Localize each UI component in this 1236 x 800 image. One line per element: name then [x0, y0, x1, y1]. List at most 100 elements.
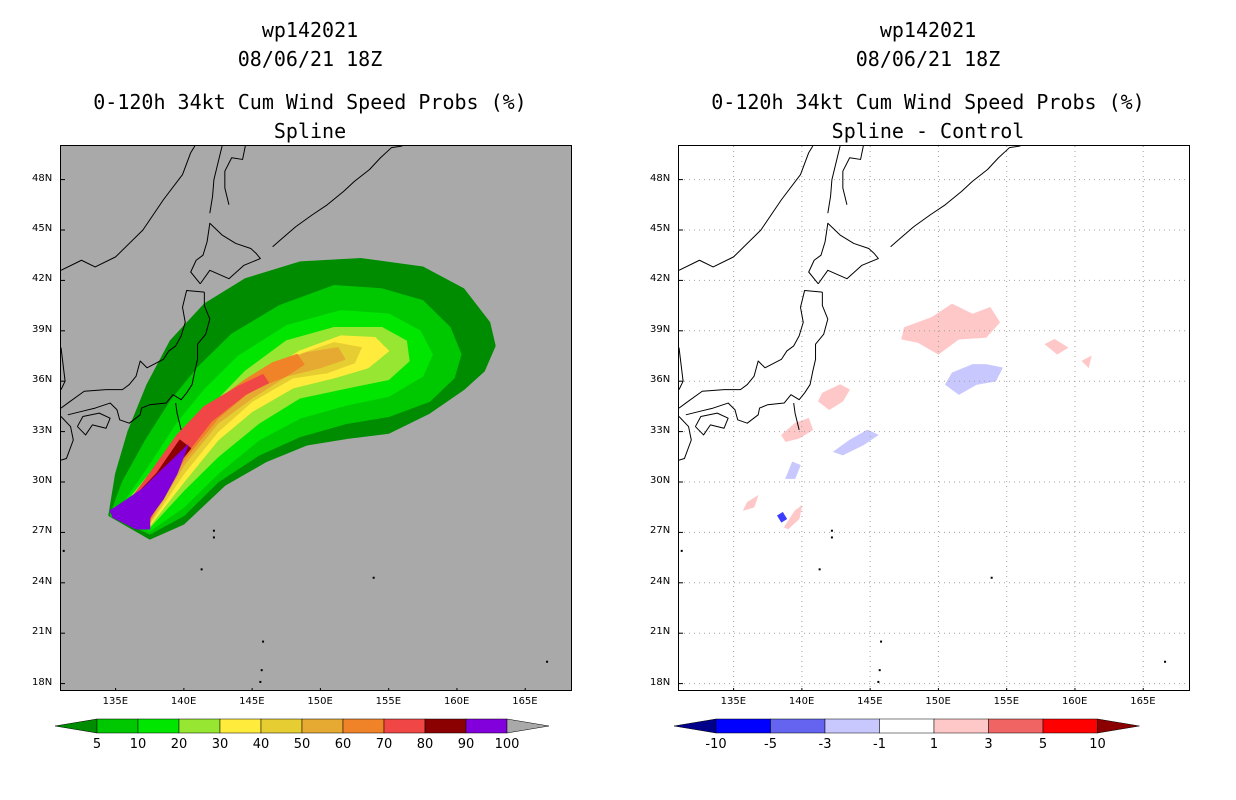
island-4 — [878, 669, 881, 672]
colorbar-segment — [879, 718, 935, 734]
colorbar-segment — [342, 718, 385, 734]
coastline-hokkaido — [808, 222, 879, 285]
right-datetime: 08/06/21 18Z — [855, 47, 1001, 71]
contour-region-1-2 — [1081, 355, 1092, 369]
lat-tick-label: 21N — [32, 626, 53, 638]
colorbar-label: 3 — [984, 737, 993, 752]
lon-tick-label: 135E — [720, 696, 747, 707]
coastline-asia-mainland — [61, 146, 196, 271]
lat-tick-label: 36N — [32, 374, 53, 386]
colorbar-label: 40 — [252, 737, 270, 752]
lat-tick-label: 30N — [32, 475, 53, 486]
colorbar-segment — [933, 718, 989, 734]
lon-tick-label: 165E — [1130, 696, 1156, 707]
island-1 — [212, 536, 215, 539]
coastline-japan-east — [685, 292, 829, 424]
colorbar-segment — [301, 718, 344, 734]
contour-region-100-10 — [109, 444, 189, 530]
lon-tick-label: 150E — [307, 696, 333, 707]
island-0 — [212, 529, 215, 532]
lat-tick-label: 18N — [32, 676, 53, 688]
island-0 — [830, 529, 833, 532]
coastline-kuril-islands — [890, 146, 1021, 248]
coastline-japan-east — [67, 292, 211, 424]
contour-region--1-7 — [944, 364, 1003, 395]
island-2 — [818, 568, 821, 571]
contour-region-1-3 — [818, 384, 850, 411]
coastline-kyushu — [679, 416, 692, 461]
coastline-shikoku — [694, 412, 729, 436]
contour-region-1-0 — [901, 303, 1001, 355]
right-product-title: 0-120h 34kt Cum Wind Speed Probs (%) — [711, 90, 1145, 114]
lat-tick-label: 36N — [650, 374, 671, 386]
lat-tick-label: 42N — [32, 273, 53, 285]
right-storm-id: wp142021 — [879, 18, 977, 42]
lon-tick-label: 145E — [239, 696, 265, 707]
colorbar-segment — [383, 718, 426, 734]
island-7 — [62, 549, 65, 552]
lat-tick-label: 42N — [650, 273, 671, 285]
probability-colorbar — [55, 718, 550, 734]
coastline-asia-mainland — [679, 146, 814, 271]
colorbar-segment — [824, 718, 880, 734]
island-5 — [877, 680, 880, 683]
lat-tick-label: 24N — [650, 575, 671, 587]
difference-map-plot — [679, 146, 1189, 690]
lat-tick-label: 45N — [650, 223, 671, 234]
colorbar-label: -3 — [818, 737, 832, 752]
colorbar-label: -5 — [764, 737, 777, 752]
island-1 — [830, 536, 833, 539]
contour-region--1-8 — [833, 429, 879, 456]
coastline-kyushu — [61, 416, 74, 461]
left-product-title: 0-120h 34kt Cum Wind Speed Probs (%) — [93, 90, 527, 114]
lat-tick-label: 39N — [650, 323, 671, 335]
island-5 — [259, 680, 262, 683]
left-method-title: Spline — [273, 119, 347, 143]
colorbar-segment — [137, 718, 180, 734]
lat-tick-label: 48N — [650, 172, 671, 184]
coastline-japan-north — [61, 289, 205, 409]
colorbar-label: 10 — [1089, 737, 1106, 752]
island-3 — [262, 640, 265, 643]
colorbar-segment — [178, 718, 221, 734]
island-8 — [990, 576, 993, 579]
probability-map-plot — [61, 146, 571, 690]
coastline-izu-islands — [175, 402, 182, 431]
contour-region-1-5 — [742, 495, 759, 511]
contour-region-1-4 — [781, 417, 814, 442]
coastline-sakhalin-east — [224, 146, 246, 205]
colorbar-label: 80 — [416, 737, 434, 752]
lat-tick-label: 27N — [32, 525, 53, 537]
lat-tick-label: 18N — [650, 676, 671, 688]
coastline-sakhalin — [209, 146, 223, 214]
lon-tick-label: 140E — [788, 696, 815, 707]
difference-map — [678, 145, 1190, 691]
island-2 — [200, 568, 203, 571]
colorbar-segment — [260, 718, 303, 734]
lat-tick-label: 24N — [32, 575, 53, 587]
right-method-title: Spline - Control — [831, 119, 1025, 143]
colorbar-label: 90 — [457, 737, 475, 752]
colorbar-low-arrow — [55, 718, 98, 734]
colorbar-label: 50 — [293, 737, 311, 752]
colorbar-high-arrow — [506, 718, 550, 734]
colorbar-segment — [1042, 718, 1098, 734]
colorbar-high-arrow — [1097, 718, 1140, 734]
coastline-sakhalin-east — [842, 146, 864, 205]
lat-tick-label: 21N — [650, 626, 671, 638]
colorbar-segment — [715, 718, 771, 734]
island-7 — [680, 549, 683, 552]
coastline-japan-north — [679, 289, 823, 409]
colorbar-low-arrow — [674, 718, 717, 734]
lon-tick-label: 155E — [375, 696, 402, 707]
coastline-hokkaido — [190, 222, 261, 285]
colorbar-label: 70 — [375, 737, 393, 752]
lon-tick-label: 145E — [857, 696, 883, 707]
colorbar-label: 100 — [494, 737, 520, 752]
lat-tick-label: 30N — [650, 475, 671, 486]
colorbar-segment — [424, 718, 467, 734]
contour-region-1-1 — [1044, 338, 1069, 355]
contour-region--1-9 — [785, 461, 801, 479]
colorbar-segment — [96, 718, 139, 734]
colorbar-label: -1 — [873, 737, 886, 752]
